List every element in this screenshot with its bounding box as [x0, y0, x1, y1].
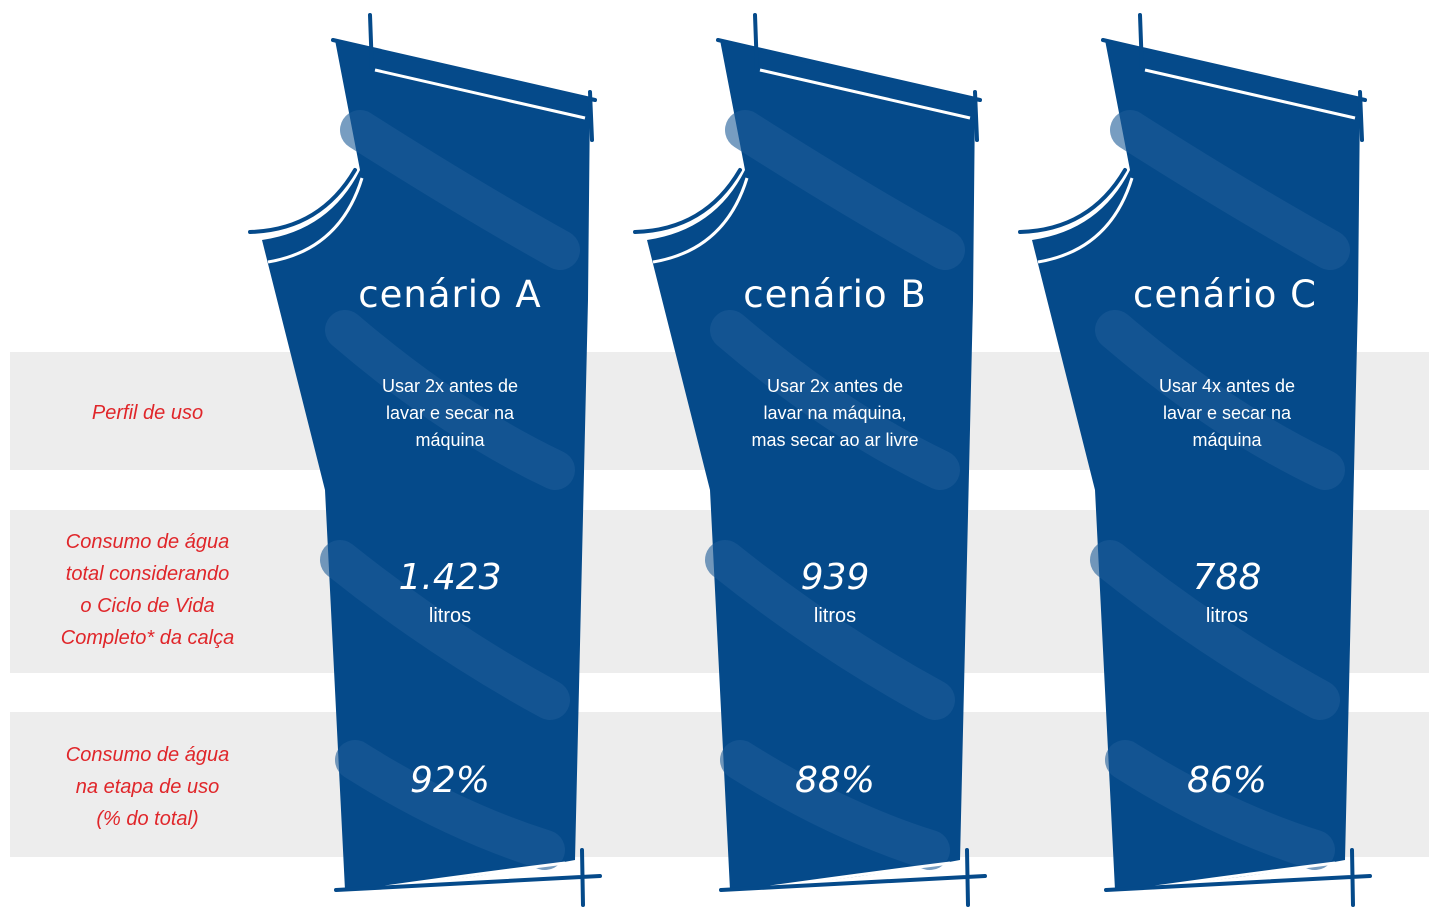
total-water-value: 1.423	[398, 557, 502, 598]
total-water-unit: litros	[813, 605, 857, 627]
total-water-value: 788	[1192, 557, 1262, 598]
row-label-consumo-uso: Consumo de água na etapa de uso (% do to…	[65, 744, 230, 830]
scenario-profile: Usar 2x antes de lavar na máquina, mas s…	[751, 376, 919, 450]
total-water-unit: litros	[428, 605, 472, 627]
row-label-consumo-total: Consumo de água total considerando o Cic…	[60, 531, 235, 649]
scenario-title: cenário C	[1133, 273, 1317, 316]
use-percentage: 92%	[409, 760, 490, 801]
scenario-profile: Usar 2x antes de lavar e secar na máquin…	[381, 376, 519, 450]
total-water-unit: litros	[1205, 605, 1249, 627]
use-percentage: 86%	[1186, 760, 1267, 801]
total-water-value: 939	[800, 557, 870, 598]
scenario-profile: Usar 4x antes de lavar e secar na máquin…	[1158, 376, 1296, 450]
scenario-title: cenário A	[358, 273, 542, 316]
scenario-title: cenário B	[743, 273, 927, 316]
row-label-perfil: Perfil de uso	[91, 402, 204, 424]
use-percentage: 88%	[794, 760, 875, 801]
